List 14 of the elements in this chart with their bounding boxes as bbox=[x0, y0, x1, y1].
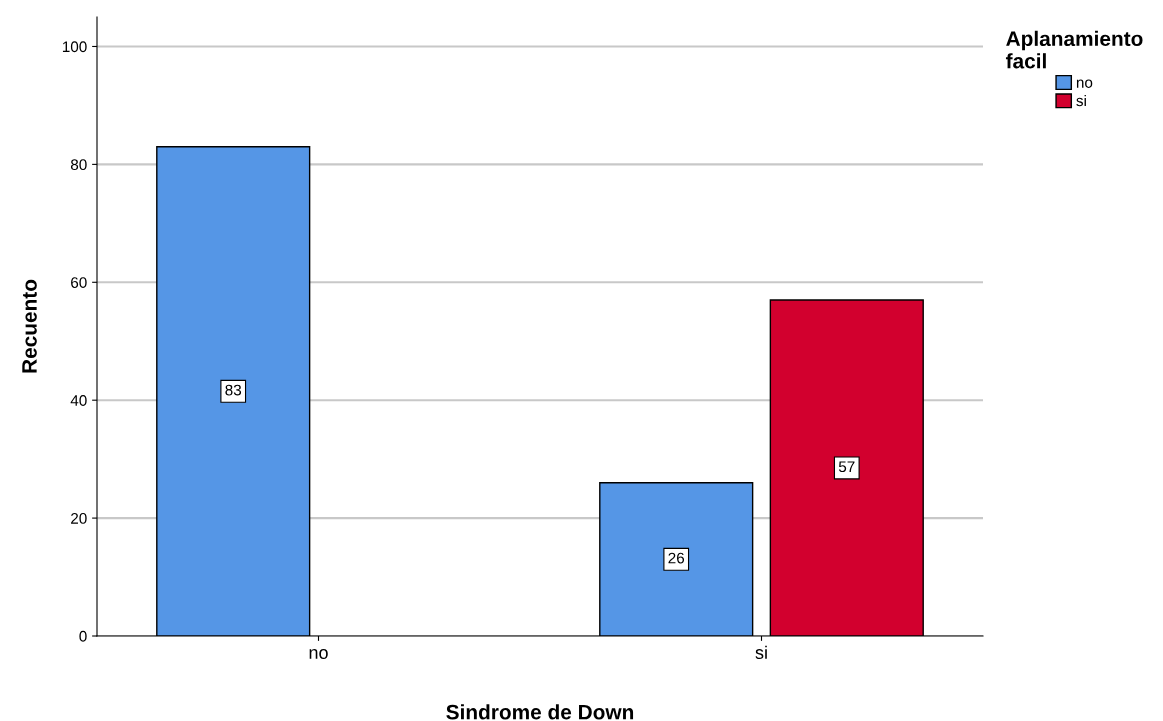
y-tick-label: 0 bbox=[79, 630, 87, 642]
legend-label: no bbox=[1076, 79, 1093, 88]
y-tick-label: 80 bbox=[70, 159, 87, 171]
data-label: 83 bbox=[225, 384, 242, 396]
y-tick-label: 20 bbox=[71, 512, 87, 524]
data-label: 57 bbox=[838, 461, 855, 473]
data-label: 26 bbox=[668, 552, 685, 564]
y-tick-label: 60 bbox=[71, 277, 87, 288]
legend-title: Aplanamiento facil bbox=[1005, 30, 1143, 69]
legend-label: si bbox=[1076, 94, 1086, 107]
x-axis-title: Sindrome de Down bbox=[446, 704, 634, 720]
y-tick-label: 100 bbox=[62, 41, 87, 53]
y-tick-label: 40 bbox=[70, 395, 87, 406]
y-axis-title: Recuento bbox=[22, 279, 37, 373]
